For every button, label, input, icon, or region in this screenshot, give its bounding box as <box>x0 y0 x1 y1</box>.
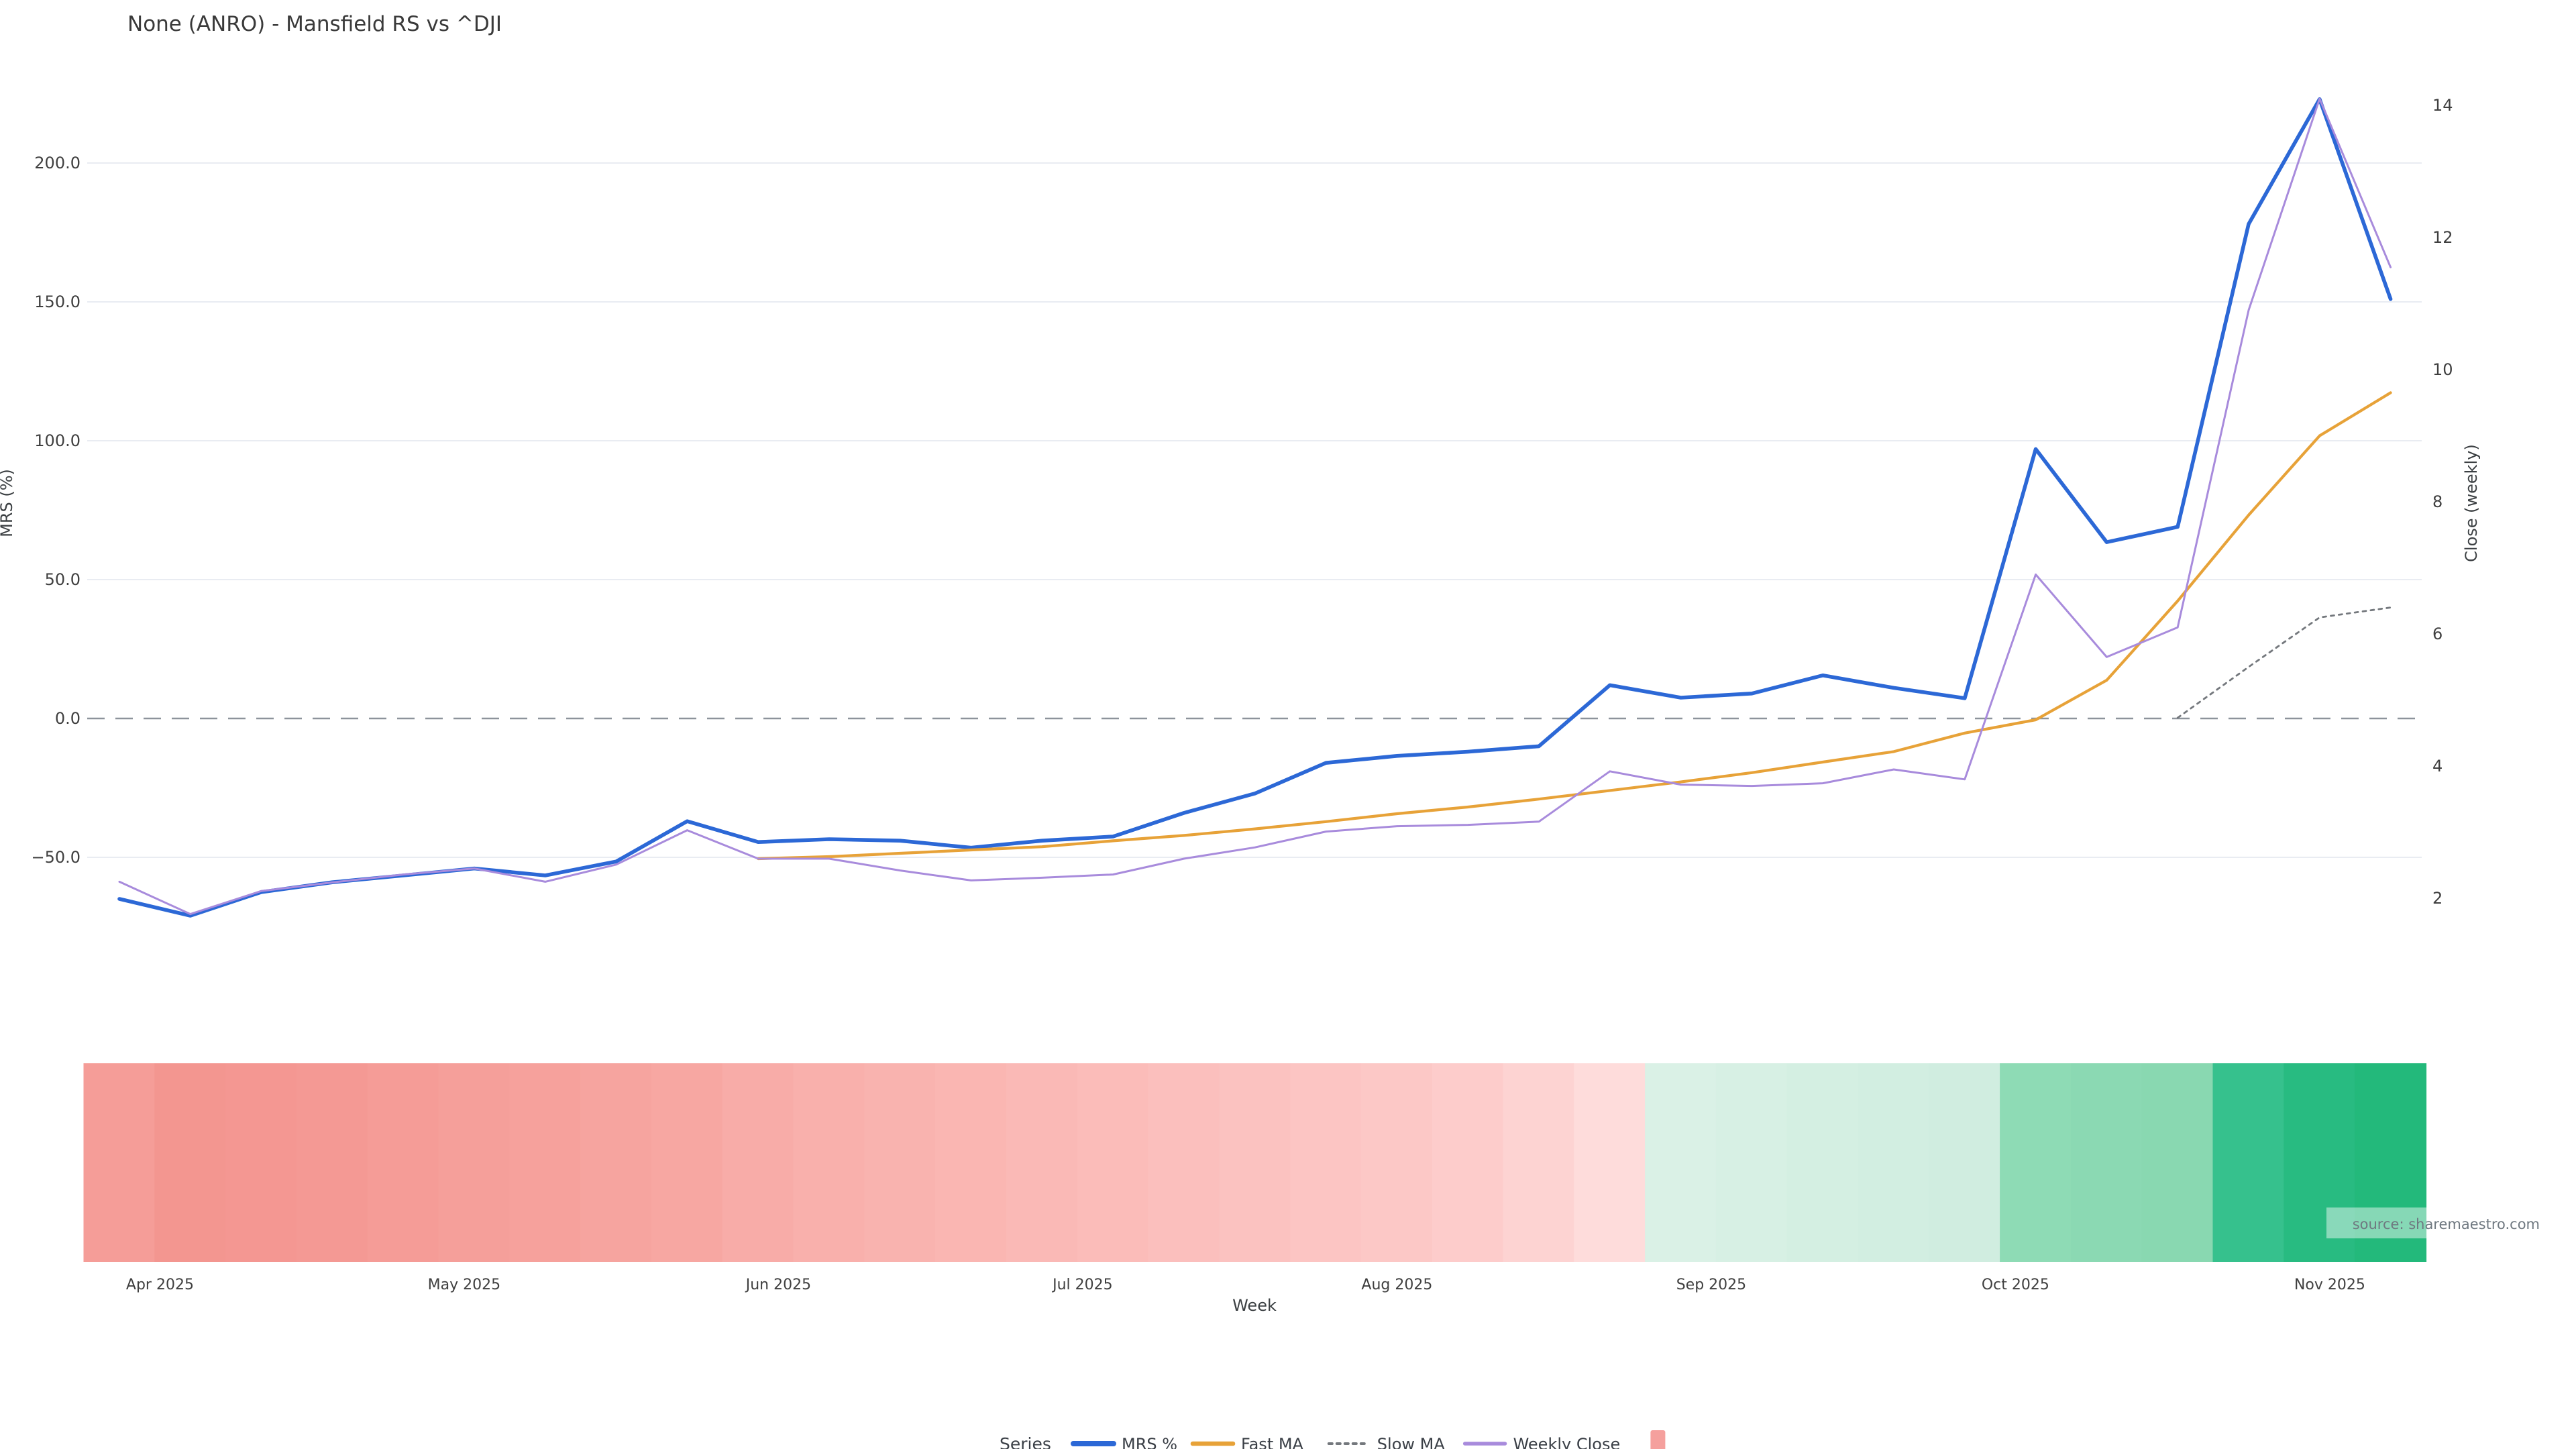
x-axis-tick-label: May 2025 <box>428 1277 500 1293</box>
heatmap-cell <box>1574 1063 1646 1262</box>
right-axis-ticks: 14 12 10 8 6 4 2 <box>2432 96 2453 908</box>
heatmap-cell <box>2212 1063 2285 1262</box>
heatmap-cell <box>793 1063 865 1262</box>
heatmap-cell <box>1360 1063 1433 1262</box>
x-axis-tick-label: Jul 2025 <box>1051 1277 1113 1293</box>
legend-item-slow-ma[interactable]: Slow MA <box>1327 1435 1446 1449</box>
legend-item-mrs[interactable]: MRS % <box>1071 1435 1177 1449</box>
series-line-weekly-close <box>118 97 2392 916</box>
series-line-mrs <box>117 97 2393 918</box>
heatmap-cell <box>651 1063 723 1262</box>
heatmap-cell <box>1290 1063 1362 1262</box>
heatmap-cell <box>935 1063 1008 1262</box>
heatmap-cell <box>1503 1063 1575 1262</box>
left-axis-title: MRS (%) <box>0 469 16 537</box>
x-axis-tick-label: Nov 2025 <box>2294 1277 2365 1293</box>
heatmap-cell <box>1715 1063 1788 1262</box>
heatmap-cell <box>225 1063 298 1262</box>
legend-item-label: MRS % <box>1122 1435 1177 1449</box>
heatmap-cell <box>864 1063 936 1262</box>
heatmap-cell <box>580 1063 653 1262</box>
heatmap-cell <box>1219 1063 1291 1262</box>
y-axis-tick-label-left: 200.0 <box>34 154 80 172</box>
legend-item-fast-ma[interactable]: Fast MA <box>1190 1435 1304 1449</box>
heatmap-cell <box>2141 1063 2214 1262</box>
y-axis-tick-label-right: 14 <box>2432 96 2453 115</box>
y-axis-tick-label-right: 8 <box>2432 492 2443 511</box>
heatmap-cell <box>154 1063 227 1262</box>
x-axis-tick-label: Oct 2025 <box>1982 1277 2049 1293</box>
x-axis-title: Week <box>1232 1296 1277 1315</box>
y-axis-tick-label-left: 100.0 <box>34 431 80 450</box>
heatmap-cell <box>83 1063 156 1262</box>
y-axis-tick-label-left: −50.0 <box>31 848 80 867</box>
legend-item-label: Weekly Close <box>1513 1435 1621 1449</box>
heatmap-cell <box>296 1063 368 1262</box>
x-axis-tick-label: Jun 2025 <box>745 1277 811 1293</box>
heatmap-cell <box>2284 1063 2356 1262</box>
x-axis-tick-label: Apr 2025 <box>126 1277 194 1293</box>
heatmap-cell <box>2070 1063 2143 1262</box>
legend-item-label: Fast MA <box>1241 1435 1304 1449</box>
y-axis-tick-label-left: 50.0 <box>45 570 80 589</box>
series-line-fast-ma <box>757 391 2392 861</box>
heatmap-cell <box>1645 1063 1717 1262</box>
heat-band <box>83 1063 2427 1262</box>
chart-title: None (ANRO) - Mansfield RS vs ^DJI <box>127 12 502 36</box>
heatmap-cell <box>1077 1063 1149 1262</box>
y-axis-tick-label-right: 4 <box>2432 757 2443 775</box>
legend-title: Series <box>1000 1434 1051 1449</box>
x-axis-tick-label: Sep 2025 <box>1676 1277 1746 1293</box>
x-axis-tick-label: Aug 2025 <box>1361 1277 1432 1293</box>
legend: Series MRS % Fast MA Slow MA Weekly Close <box>1000 1430 1666 1449</box>
series-line-slow-ma <box>2176 606 2392 719</box>
series-lines <box>117 97 2393 918</box>
heatmap-cell <box>1786 1063 1859 1262</box>
x-axis-ticks: Apr 2025 May 2025 Jun 2025 Jul 2025 Aug 2025… <box>126 1277 2365 1293</box>
legend-item-label: Slow MA <box>1377 1435 1446 1449</box>
heatmap-cell <box>438 1063 511 1262</box>
watermark: source: sharemaestro.com <box>2326 1208 2545 1238</box>
y-axis-tick-label-right: 12 <box>2432 228 2453 247</box>
legend-item-weekly-close[interactable]: Weekly Close <box>1462 1435 1621 1449</box>
legend-band-swatch[interactable] <box>1650 1430 1666 1449</box>
heatmap-cell <box>2355 1063 2427 1262</box>
heatmap-cell <box>1929 1063 2001 1262</box>
watermark-background <box>2326 1208 2545 1238</box>
heatmap-cell <box>1432 1063 1504 1262</box>
y-gridlines <box>87 162 2422 858</box>
heatmap-cell <box>722 1063 794 1262</box>
watermark-text: source: sharemaestro.com <box>2353 1216 2540 1232</box>
y-axis-tick-label-right: 2 <box>2432 889 2443 908</box>
left-axis-ticks: 200.0 150.0 100.0 50.0 0.0 −50.0 <box>31 154 80 867</box>
y-axis-tick-label-left: 150.0 <box>34 292 80 311</box>
y-axis-tick-label-right: 10 <box>2432 360 2453 379</box>
y-axis-tick-label-left: 0.0 <box>55 709 80 728</box>
heatmap-cell <box>1148 1063 1220 1262</box>
heatmap-cell <box>2000 1063 2072 1262</box>
heatmap-cell <box>1858 1063 1930 1262</box>
heatmap-cell <box>509 1063 582 1262</box>
right-axis-title: Close (weekly) <box>2462 444 2481 562</box>
y-axis-tick-label-right: 6 <box>2432 625 2443 643</box>
heatmap-cell <box>1006 1063 1078 1262</box>
heatmap-cell <box>367 1063 439 1262</box>
